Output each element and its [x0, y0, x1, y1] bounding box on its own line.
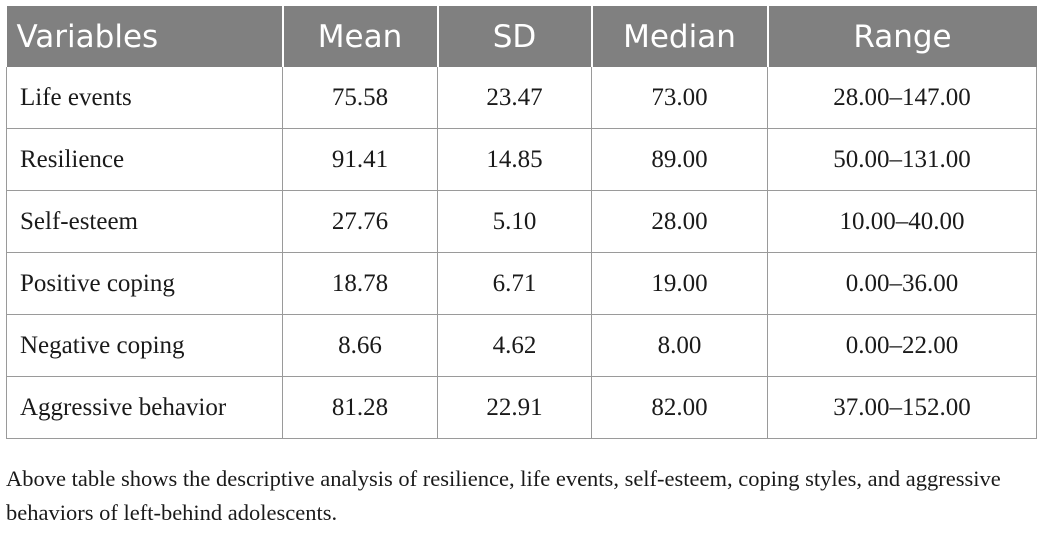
cell-mean: 91.41	[282, 128, 438, 191]
table-row: Positive coping 18.78 6.71 19.00 0.00–36…	[6, 252, 1037, 315]
cell-variable: Resilience	[6, 128, 283, 191]
cell-range: 50.00–131.00	[767, 128, 1037, 191]
table-row: Self-esteem 27.76 5.10 28.00 10.00–40.00	[6, 190, 1037, 253]
table-row: Aggressive behavior 81.28 22.91 82.00 37…	[6, 376, 1037, 439]
cell-median: 28.00	[591, 190, 768, 253]
cell-sd: 4.62	[437, 314, 592, 377]
cell-median: 82.00	[591, 376, 768, 439]
cell-median: 73.00	[591, 67, 768, 129]
header-range: Range	[767, 6, 1037, 67]
header-variables: Variables	[6, 6, 284, 67]
cell-mean: 75.58	[282, 67, 438, 129]
cell-median: 19.00	[591, 252, 768, 315]
cell-range: 0.00–22.00	[767, 314, 1037, 377]
cell-sd: 5.10	[437, 190, 592, 253]
table-header-row: Variables Mean SD Median Range	[6, 6, 1037, 67]
cell-sd: 6.71	[437, 252, 592, 315]
cell-range: 0.00–36.00	[767, 252, 1037, 315]
table-caption: Above table shows the descriptive analys…	[6, 466, 1001, 525]
cell-mean: 81.28	[282, 376, 438, 439]
cell-variable: Life events	[6, 67, 283, 129]
cell-range: 37.00–152.00	[767, 376, 1037, 439]
cell-mean: 18.78	[282, 252, 438, 315]
cell-mean: 8.66	[282, 314, 438, 377]
cell-variable: Aggressive behavior	[6, 376, 283, 439]
table-row: Life events 75.58 23.47 73.00 28.00–147.…	[6, 67, 1037, 129]
cell-sd: 23.47	[437, 67, 592, 129]
cell-sd: 14.85	[437, 128, 592, 191]
cell-mean: 27.76	[282, 190, 438, 253]
cell-range: 28.00–147.00	[767, 67, 1037, 129]
header-median: Median	[591, 6, 769, 67]
descriptive-statistics-table-wrapper: Variables Mean SD Median Range Life even…	[6, 6, 1037, 439]
cell-median: 89.00	[591, 128, 768, 191]
cell-sd: 22.91	[437, 376, 592, 439]
cell-variable: Positive coping	[6, 252, 283, 315]
cell-range: 10.00–40.00	[767, 190, 1037, 253]
header-sd: SD	[437, 6, 593, 67]
cell-variable: Self-esteem	[6, 190, 283, 253]
table-row: Negative coping 8.66 4.62 8.00 0.00–22.0…	[6, 314, 1037, 377]
descriptive-statistics-table: Variables Mean SD Median Range Life even…	[6, 6, 1037, 439]
table-row: Resilience 91.41 14.85 89.00 50.00–131.0…	[6, 128, 1037, 191]
cell-variable: Negative coping	[6, 314, 283, 377]
header-mean: Mean	[282, 6, 439, 67]
cell-median: 8.00	[591, 314, 768, 377]
